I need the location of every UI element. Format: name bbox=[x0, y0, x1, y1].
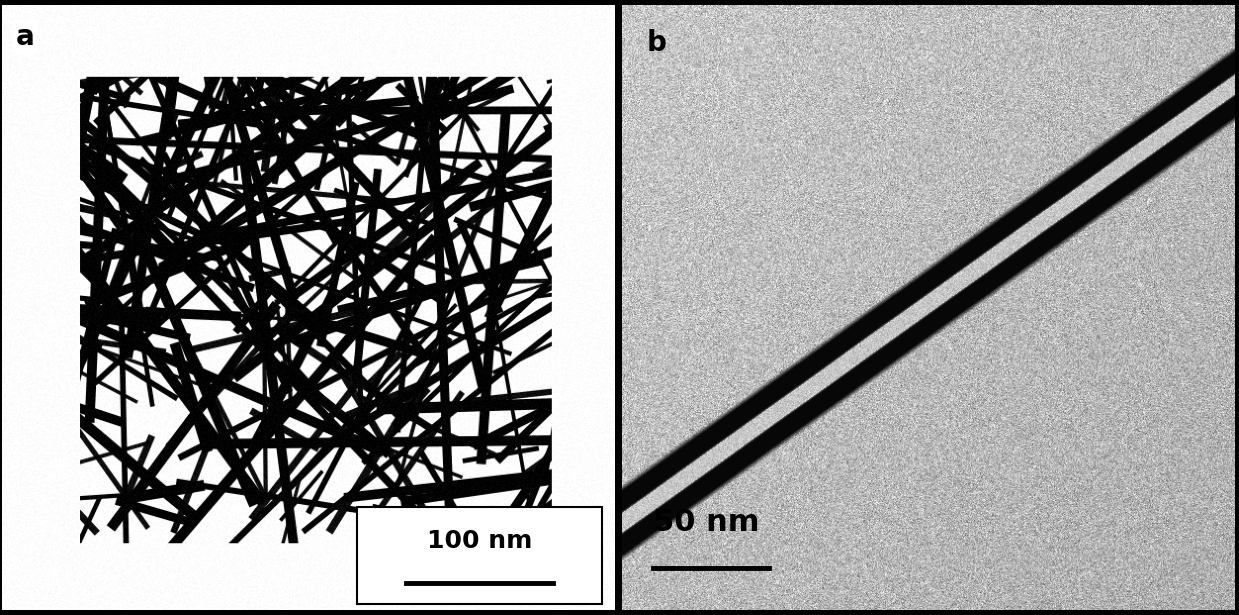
Text: 100 nm: 100 nm bbox=[427, 529, 533, 553]
Text: 50 nm: 50 nm bbox=[653, 509, 760, 538]
FancyBboxPatch shape bbox=[358, 507, 602, 604]
Text: a: a bbox=[16, 23, 35, 51]
Text: b: b bbox=[647, 29, 667, 57]
